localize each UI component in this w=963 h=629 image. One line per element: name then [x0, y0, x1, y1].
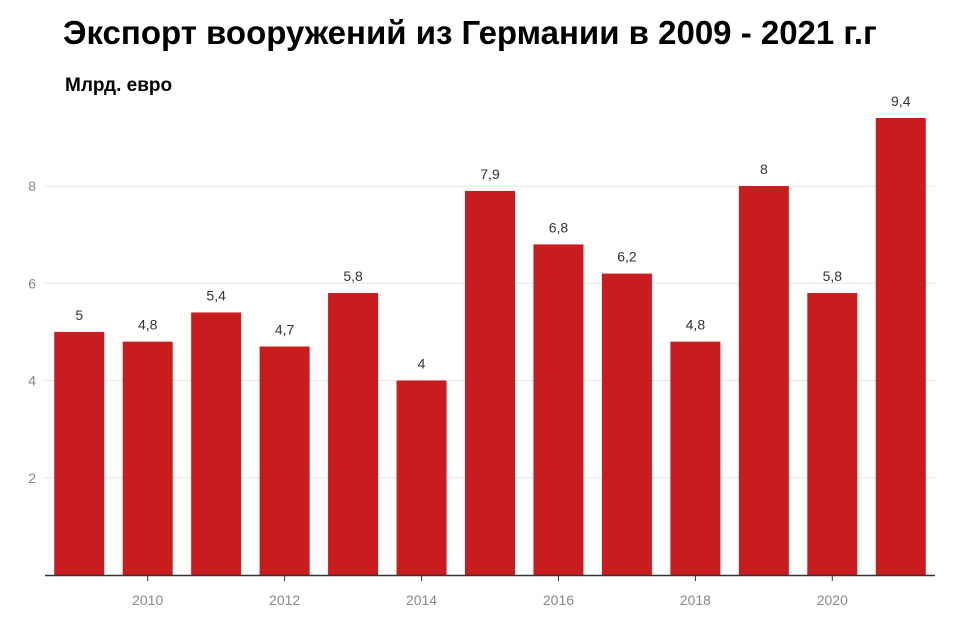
bar-2019	[738, 186, 789, 575]
y-tick-label: 2	[28, 470, 36, 486]
bar-2009	[54, 331, 105, 575]
bar-2021	[875, 118, 926, 575]
y-axis-label: Млрд. евро	[65, 75, 173, 96]
x-tick-label: 2014	[406, 592, 437, 608]
bar-2011	[191, 312, 242, 575]
bar-2012	[259, 346, 310, 575]
chart-title: Экспорт вооружений из Германии в 2009 - …	[63, 14, 877, 51]
y-tick-label: 6	[28, 275, 36, 291]
bar-value-label-2013: 5,8	[343, 268, 363, 284]
bar-value-label-2016: 6,8	[549, 219, 569, 235]
bar-2013	[328, 293, 379, 575]
bar-value-label-2011: 5,4	[206, 287, 226, 303]
x-tick-label: 2012	[269, 592, 300, 608]
bar-2020	[807, 293, 858, 575]
bar-value-label-2012: 4,7	[275, 322, 295, 338]
bar-value-label-2018: 4,8	[686, 317, 706, 333]
bar-2017	[601, 273, 652, 575]
bar-2015	[465, 190, 515, 575]
bar-value-label-2014: 4	[418, 356, 426, 372]
x-tick-label: 2020	[817, 592, 848, 608]
bar-2016	[533, 244, 584, 576]
x-tick-label: 2010	[132, 592, 163, 608]
bar-value-label-2009: 5	[75, 307, 83, 323]
bar-value-labels: 5 4,8 5,4 4,7 5,8 4 7,9 6,8 6,2 4,8 8 5,8 9,4	[75, 93, 910, 372]
bar-value-label-2015: 7,9	[480, 166, 500, 182]
x-tick-label: 2016	[543, 592, 574, 608]
y-tick-labels: 2 4 6 8	[28, 178, 36, 486]
x-tick-labels: 2010 2012 2014 2016 2018 2020	[132, 575, 848, 608]
bar-value-label-2019: 8	[760, 161, 768, 177]
bar-value-label-2010: 4,8	[138, 317, 158, 333]
x-tick-label: 2018	[680, 592, 711, 608]
bar-value-label-2021: 9,4	[891, 93, 911, 109]
bar-value-label-2020: 5,8	[823, 268, 843, 284]
bar-value-label-2017: 6,2	[617, 249, 637, 265]
y-tick-label: 4	[28, 373, 36, 389]
bar-2010	[122, 341, 173, 575]
y-tick-label: 8	[28, 178, 36, 194]
bar-2014	[396, 380, 447, 575]
bar-2018	[670, 341, 721, 575]
bars	[54, 118, 926, 576]
